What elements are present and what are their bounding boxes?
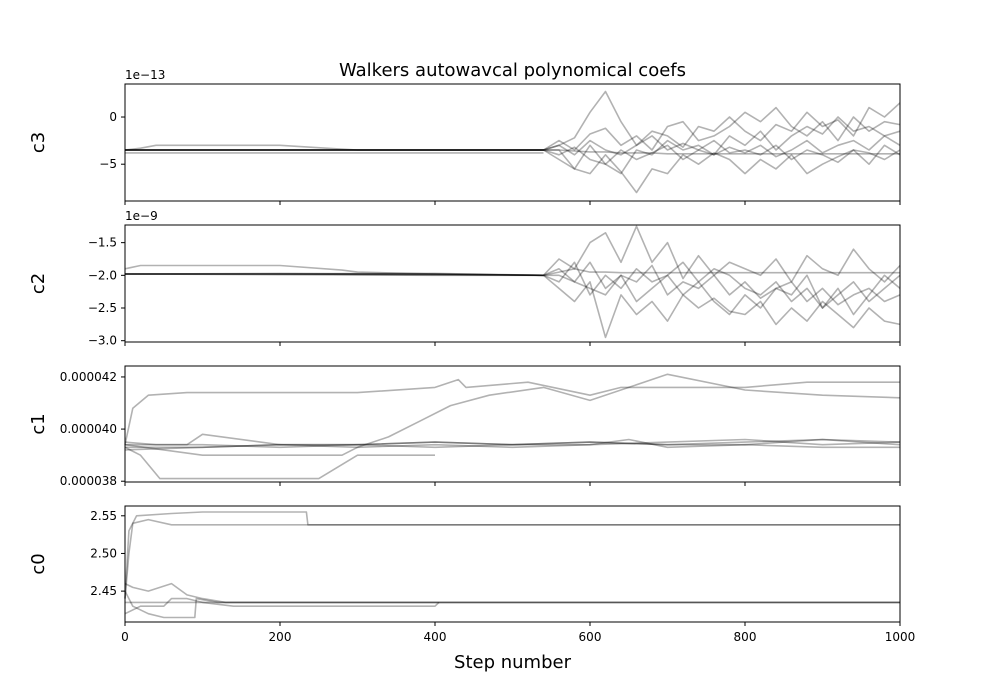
walker-line-c1-2 [124,373,901,457]
offset-label-c2: 1e−9 [125,209,158,223]
walker-line-c3-2 [125,144,901,194]
walker-line-c2-7 [124,273,901,316]
panel-c0: 2.55 2.50 2.45 0 200 400 600 800 1000 c0 [28,505,916,644]
panel-c1: 0.000042 0.000040 0.000038 c1 [28,365,901,488]
subplots: 0 −5 1e−13 c3 −1.5 −2.0 −2.5 −3.0 1e−9 c2 0.000042… [28,68,915,644]
x-tick-label: 200 [269,630,292,644]
walker-line-c0-3 [124,582,900,604]
y-tick-label-c0: 2.50 [90,546,117,560]
walker-line-c1-4 [124,433,901,446]
walker-line-c1-1 [124,378,900,445]
offset-label-c3: 1e−13 [125,68,165,82]
walker-line-c2-4 [125,261,901,309]
y-axis-label-c3: c3 [28,132,49,153]
y-tick-label-c1: 0.000040 [60,422,117,436]
walker-line-c3-5 [125,135,901,164]
walker-line-c1-6 [125,438,901,449]
axes-frame-c3 [124,83,901,202]
x-tick-label: 600 [579,630,602,644]
y-tick-label-c0: 2.45 [90,584,117,598]
x-tick-label: 0 [121,630,129,644]
walker-line-c3-6 [125,116,901,175]
panel-c2: −1.5 −2.0 −2.5 −3.0 1e−9 c2 [28,209,901,348]
walker-line-c2-3 [124,261,901,306]
y-axis-label-c0: c0 [28,553,49,574]
axes-frame-c0 [124,505,901,623]
x-tick-label: 400 [424,630,447,644]
y-axis-label-c2: c2 [28,273,49,294]
walker-line-c2-5 [125,267,900,277]
y-tick-label-c2: −2.0 [88,268,117,282]
y-tick-label-c0: 2.55 [90,509,117,523]
y-tick-label-c2: −2.5 [88,301,117,315]
x-axis-label: Step number [454,652,572,673]
y-tick-label-c2: −3.0 [88,334,117,348]
walker-line-c0-5 [124,590,900,619]
walker-line-c1-5 [125,438,900,449]
y-tick-label-c1: 0.000038 [60,474,117,488]
chart-title: Walkers autowavcal polynomical coefs [339,60,686,81]
walker-line-c1-7 [124,438,901,451]
y-tick-label-c3: −5 [99,157,117,171]
walker-line-c2-1 [125,225,901,283]
walker-line-c2-6 [124,264,544,277]
y-axis-label-c1: c1 [28,413,49,434]
y-tick-label-c3: 0 [109,110,117,124]
walker-line-c1-3 [124,446,435,480]
y-tick-label-c2: −1.5 [88,236,117,250]
walker-line-c3-9 [124,144,544,151]
walker-line-c3-3 [125,106,901,151]
walker-line-c0-4 [124,597,440,615]
walker-line-c3-7 [125,149,900,155]
walker-line-c0-2 [124,518,900,599]
walker-line-c2-2 [125,273,901,339]
y-tick-label-c1: 0.000042 [60,370,117,384]
walker-line-c0-1 [124,511,900,599]
axes-frame-c1 [124,365,901,483]
axes-frame-c2 [124,224,901,343]
walker-line-c3-1 [125,90,901,151]
panel-c3: 0 −5 1e−13 c3 [28,68,901,205]
x-tick-label: 1000 [885,630,916,644]
walker-line-c3-4 [125,135,901,165]
x-tick-label: 800 [734,630,757,644]
